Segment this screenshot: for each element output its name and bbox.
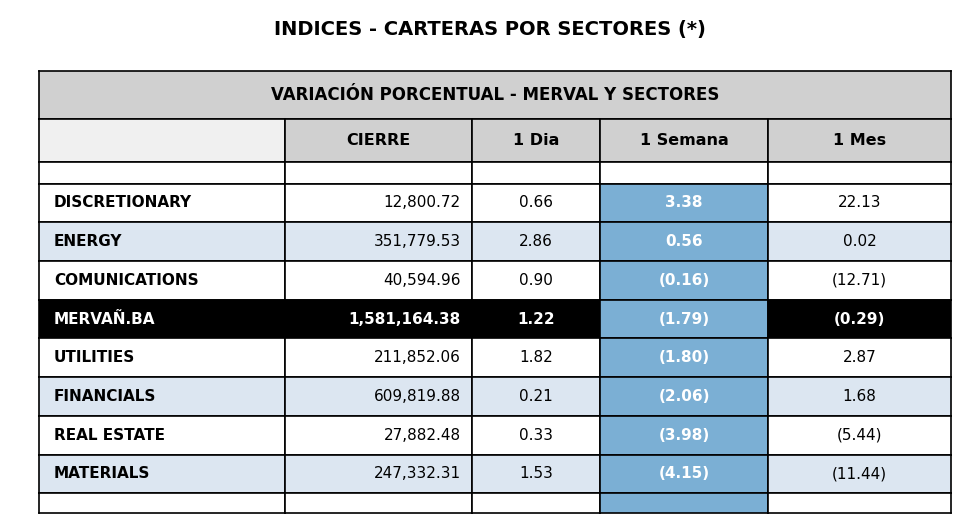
Text: 22.13: 22.13 [838,195,881,211]
Text: (3.98): (3.98) [659,427,710,443]
Text: 1 Semana: 1 Semana [640,133,728,148]
Text: FINANCIALS: FINANCIALS [54,389,157,404]
Text: 0.33: 0.33 [519,427,553,443]
Text: CIERRE: CIERRE [347,133,411,148]
Text: 1.53: 1.53 [519,467,553,481]
Text: 0.90: 0.90 [519,273,553,288]
Text: 40,594.96: 40,594.96 [383,273,461,288]
Text: VARIACIÓN PORCENTUAL - MERVAL Y SECTORES: VARIACIÓN PORCENTUAL - MERVAL Y SECTORES [270,86,719,104]
Text: DISCRETIONARY: DISCRETIONARY [54,195,192,211]
Text: 27,882.48: 27,882.48 [384,427,461,443]
Text: 0.56: 0.56 [665,234,703,249]
Text: 1 Mes: 1 Mes [833,133,886,148]
Text: (0.29): (0.29) [834,312,885,326]
Text: 0.21: 0.21 [519,389,553,404]
Text: MERVAÑ.BA: MERVAÑ.BA [54,312,156,326]
Text: UTILITIES: UTILITIES [54,350,135,366]
Text: INDICES - CARTERAS POR SECTORES (*): INDICES - CARTERAS POR SECTORES (*) [274,20,706,39]
Text: (0.16): (0.16) [659,273,710,288]
Text: 351,779.53: 351,779.53 [373,234,461,249]
Text: 3.38: 3.38 [665,195,703,211]
Text: (12.71): (12.71) [832,273,887,288]
Text: (2.06): (2.06) [659,389,710,404]
Text: 1,581,164.38: 1,581,164.38 [349,312,461,326]
Text: (4.15): (4.15) [659,467,710,481]
Text: 1.22: 1.22 [517,312,555,326]
Text: 2.86: 2.86 [519,234,553,249]
Text: 609,819.88: 609,819.88 [373,389,461,404]
Text: 1 Dia: 1 Dia [513,133,560,148]
Text: 211,852.06: 211,852.06 [374,350,461,366]
Text: 2.87: 2.87 [843,350,876,366]
Text: 12,800.72: 12,800.72 [384,195,461,211]
Text: MATERIALS: MATERIALS [54,467,150,481]
Text: 0.02: 0.02 [843,234,876,249]
Text: 247,332.31: 247,332.31 [373,467,461,481]
Text: (5.44): (5.44) [837,427,882,443]
Text: REAL ESTATE: REAL ESTATE [54,427,165,443]
Text: (11.44): (11.44) [832,467,887,481]
Text: (1.80): (1.80) [659,350,710,366]
Text: 1.82: 1.82 [519,350,553,366]
Text: ENERGY: ENERGY [54,234,122,249]
Text: (1.79): (1.79) [659,312,710,326]
Text: 1.68: 1.68 [843,389,876,404]
Text: 0.66: 0.66 [519,195,553,211]
Text: COMUNICATIONS: COMUNICATIONS [54,273,199,288]
